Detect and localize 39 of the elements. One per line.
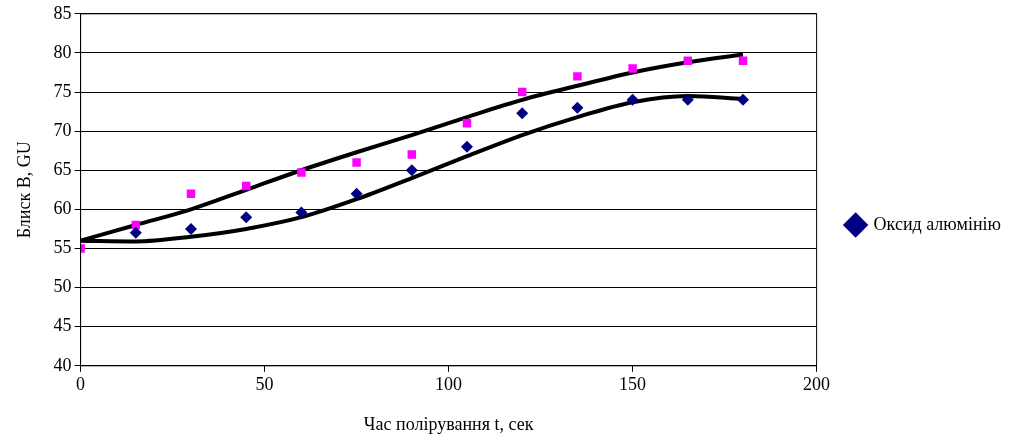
y-tick-label: 75 [53, 80, 72, 101]
y-tick-label: 80 [53, 41, 72, 62]
point [681, 93, 694, 106]
point [295, 206, 308, 219]
x-tick-label: 50 [255, 374, 274, 395]
point [461, 140, 474, 153]
point [240, 211, 253, 224]
point [186, 189, 196, 198]
point [571, 101, 584, 114]
point [185, 222, 197, 235]
y-tick-label: 50 [53, 276, 72, 297]
y-tick-label: 65 [53, 158, 72, 179]
point [407, 150, 417, 159]
y-tick-label: 45 [53, 315, 72, 336]
point [297, 168, 306, 177]
point [516, 107, 529, 120]
x-tick-label: 100 [435, 374, 463, 395]
legend-label: Оксид алюмінію [873, 213, 1001, 234]
point [405, 164, 418, 177]
point [628, 64, 637, 73]
x-tick-label: 150 [619, 374, 647, 395]
y-tick-label: 85 [53, 2, 72, 23]
point [738, 56, 748, 65]
point [737, 93, 750, 106]
point [626, 93, 639, 106]
x-tick-label: 200 [803, 374, 831, 395]
point [573, 72, 582, 81]
x-axis-title: Час полірування t, сек [363, 413, 534, 434]
y-axis-title: Блиск B, GU [13, 141, 34, 239]
y-tick-label: 40 [53, 354, 72, 375]
point [350, 187, 363, 200]
point [683, 56, 693, 65]
point [352, 158, 361, 167]
x-tick-label: 0 [76, 374, 86, 395]
point [129, 226, 142, 239]
y-tick-label: 60 [53, 198, 72, 219]
y-tick-label: 70 [53, 119, 72, 140]
point [462, 119, 472, 128]
y-tick-label: 55 [53, 237, 72, 258]
